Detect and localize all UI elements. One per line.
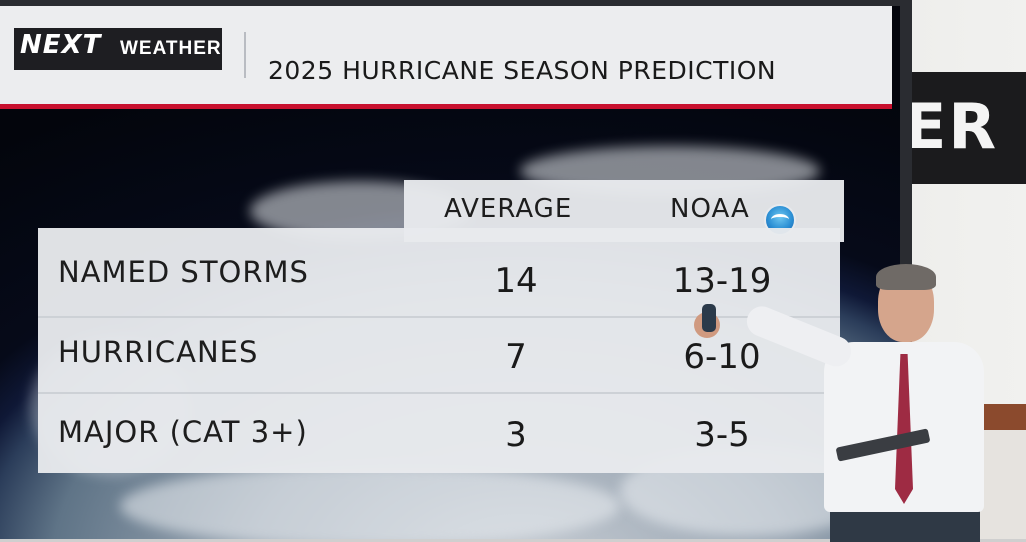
row-label-named-storms: NAMED STORMS: [58, 255, 309, 289]
row-divider: [38, 392, 840, 394]
studio-sign-text: ER: [904, 90, 999, 163]
video-wall: NEXT WEATHER 2025 HURRICANE SEASON PREDI…: [0, 0, 912, 539]
clicker-remote-icon: [702, 304, 716, 332]
cell-major-average: 3: [505, 415, 527, 455]
logo-weather-text: WEATHER: [120, 38, 222, 59]
column-header-average: AVERAGE: [444, 194, 573, 224]
studio-sign: [912, 72, 1026, 184]
cell-hurricanes-noaa: 6-10: [683, 337, 761, 377]
presenter-hair: [876, 264, 936, 290]
row-label-major: MAJOR (CAT 3+): [58, 415, 308, 449]
cell-named-storms-noaa: 13-19: [672, 261, 772, 301]
row-divider: [38, 316, 840, 318]
header-divider: [244, 32, 246, 78]
logo-next-text: NEXT: [20, 30, 102, 60]
presenter-arm: [742, 301, 856, 371]
cell-hurricanes-average: 7: [505, 337, 527, 377]
cell-major-noaa: 3-5: [694, 415, 750, 455]
prediction-table: [38, 228, 840, 473]
column-header-noaa: NOAA: [670, 194, 750, 224]
presenter-tie: [895, 354, 913, 504]
page-title: 2025 HURRICANE SEASON PREDICTION: [268, 56, 777, 85]
title-bar: NEXT WEATHER: [0, 6, 892, 109]
row-label-hurricanes: HURRICANES: [58, 335, 259, 369]
next-weather-logo: NEXT WEATHER: [14, 28, 222, 70]
presenter: [694, 260, 1000, 542]
cell-named-storms-average: 14: [494, 261, 538, 301]
